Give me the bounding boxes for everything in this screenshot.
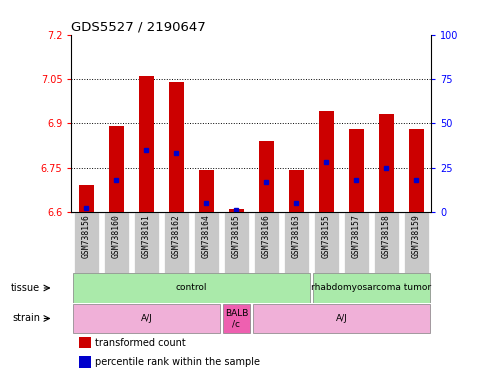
Text: GSM738162: GSM738162	[172, 214, 181, 258]
FancyBboxPatch shape	[74, 212, 99, 273]
FancyBboxPatch shape	[224, 212, 249, 273]
Text: GDS5527 / 2190647: GDS5527 / 2190647	[71, 20, 206, 33]
Bar	[79, 185, 94, 212]
Bar	[259, 141, 274, 212]
FancyBboxPatch shape	[374, 212, 399, 273]
FancyBboxPatch shape	[223, 304, 250, 333]
Text: GSM738159: GSM738159	[412, 214, 421, 258]
Text: percentile rank within the sample: percentile rank within the sample	[95, 357, 260, 367]
Bar	[199, 170, 214, 212]
Text: GSM738163: GSM738163	[292, 214, 301, 258]
FancyBboxPatch shape	[253, 304, 430, 333]
Text: GSM738161: GSM738161	[142, 214, 151, 258]
Text: GSM738155: GSM738155	[322, 214, 331, 258]
Text: GSM738164: GSM738164	[202, 214, 211, 258]
FancyBboxPatch shape	[314, 212, 339, 273]
FancyBboxPatch shape	[313, 273, 430, 303]
Bar	[289, 170, 304, 212]
Text: GSM738156: GSM738156	[82, 214, 91, 258]
Text: GSM738158: GSM738158	[382, 214, 391, 258]
FancyBboxPatch shape	[404, 212, 429, 273]
FancyBboxPatch shape	[104, 212, 129, 273]
Text: transformed count: transformed count	[95, 338, 186, 348]
Bar	[379, 114, 394, 212]
Text: control: control	[176, 283, 207, 293]
FancyBboxPatch shape	[73, 304, 220, 333]
Bar	[79, 337, 91, 348]
Text: tissue: tissue	[11, 283, 40, 293]
Bar	[319, 111, 334, 212]
FancyBboxPatch shape	[344, 212, 369, 273]
FancyBboxPatch shape	[254, 212, 279, 273]
Text: GSM738166: GSM738166	[262, 214, 271, 258]
Text: GSM738160: GSM738160	[112, 214, 121, 258]
Text: A/J: A/J	[141, 314, 152, 323]
FancyBboxPatch shape	[73, 273, 310, 303]
Text: strain: strain	[12, 313, 40, 323]
Bar	[169, 82, 184, 212]
Bar	[229, 209, 244, 212]
FancyBboxPatch shape	[283, 212, 309, 273]
Text: rhabdomyosarcoma tumor: rhabdomyosarcoma tumor	[312, 283, 431, 293]
Bar	[349, 129, 364, 212]
Text: BALB
/c: BALB /c	[225, 309, 248, 328]
Bar	[79, 356, 91, 368]
FancyBboxPatch shape	[194, 212, 219, 273]
FancyBboxPatch shape	[164, 212, 189, 273]
Text: A/J: A/J	[336, 314, 347, 323]
Text: GSM738157: GSM738157	[352, 214, 361, 258]
Bar	[139, 76, 154, 212]
Bar	[109, 126, 124, 212]
Bar	[409, 129, 424, 212]
Text: GSM738165: GSM738165	[232, 214, 241, 258]
FancyBboxPatch shape	[134, 212, 159, 273]
